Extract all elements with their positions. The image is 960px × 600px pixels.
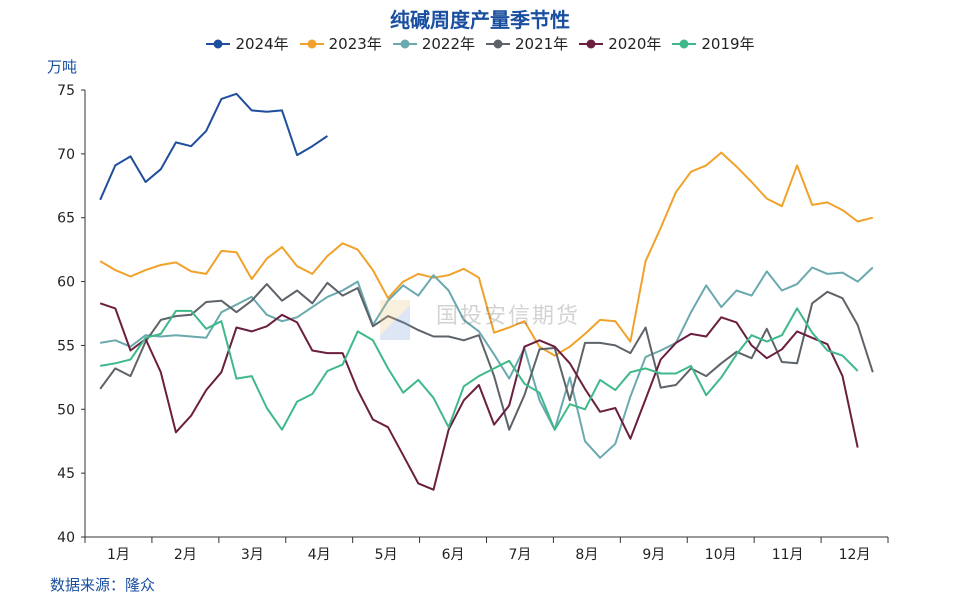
y-tick-label: 75 (57, 83, 75, 99)
legend-swatch (299, 39, 324, 48)
legend-label: 2023年 (328, 35, 382, 53)
y-tick-label: 45 (57, 466, 75, 482)
axes: 40 45 50 55 60 65 70 75 1月 2月 3月 4月 5月 6月 7月 8月 9月 10月 11月… (57, 83, 889, 563)
series-line-2021年 (99, 281, 874, 431)
legend-swatch (392, 39, 417, 48)
legend-item: 2023年 (299, 33, 382, 54)
x-tick-label: 11月 (772, 547, 804, 563)
y-tick-label: 50 (57, 402, 75, 418)
x-tick-label: 8月 (575, 547, 598, 563)
y-tick-label: 70 (57, 147, 75, 163)
y-tick-label: 60 (57, 275, 75, 291)
legend-label: 2019年 (701, 35, 755, 53)
series-line-2023年 (99, 151, 874, 357)
legend-label: 2021年 (515, 35, 569, 53)
x-tick-label: 4月 (308, 547, 331, 563)
legend-label: 2022年 (421, 35, 475, 53)
legend-label: 2024年 (235, 35, 289, 53)
series-line-2022年 (100, 266, 874, 459)
legend-item: 2024年 (205, 33, 289, 54)
x-tick-label: 5月 (375, 547, 398, 563)
x-tick-label: 3月 (241, 547, 264, 563)
x-tick-label: 6月 (442, 547, 465, 563)
legend-swatch (206, 39, 231, 48)
x-tick-label: 7月 (508, 547, 531, 563)
x-tick-label: 12月 (839, 547, 871, 563)
y-axis-unit-label: 万吨 (47, 58, 78, 76)
legend-item: 2019年 (671, 33, 755, 54)
series-line-2020年 (99, 302, 859, 491)
series-lines (99, 92, 874, 491)
legend-swatch (486, 39, 510, 48)
y-tick-label: 40 (57, 530, 75, 546)
x-tick-label: 10月 (705, 547, 737, 563)
series-line-2019年 (100, 307, 859, 431)
x-tick-label: 9月 (642, 547, 665, 563)
source-note: 数据来源：隆众 (50, 576, 156, 594)
legend-item: 2020年 (578, 33, 661, 54)
legend-item: 2021年 (485, 33, 568, 54)
y-tick-label: 55 (57, 338, 75, 354)
legend-swatch (672, 39, 697, 48)
x-tick-label: 2月 (174, 547, 197, 563)
x-tick-label: 1月 (107, 547, 130, 563)
legend: 2024年 2023年 2022年 2021年 2020年 2019年 (0, 33, 960, 54)
y-tick-label: 65 (57, 211, 75, 227)
legend-label: 2020年 (608, 35, 662, 53)
legend-item: 2022年 (392, 33, 475, 54)
legend-swatch (579, 39, 604, 48)
chart-title: 纯碱周度产量季节性 (390, 8, 570, 32)
series-line-2024年 (99, 92, 328, 201)
